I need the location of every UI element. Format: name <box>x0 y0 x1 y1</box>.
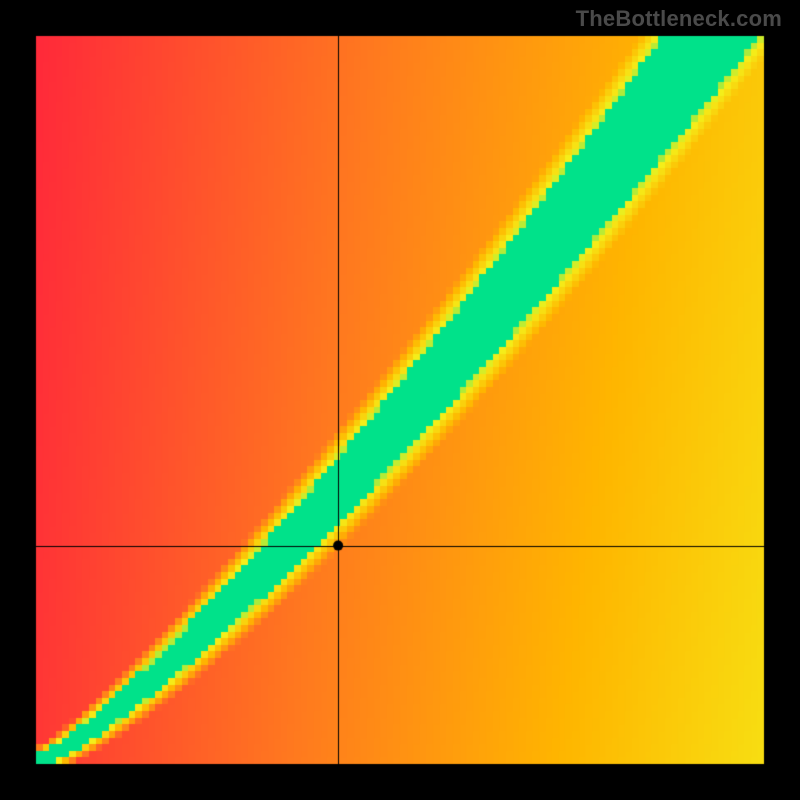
watermark-label: TheBottleneck.com <box>576 6 782 32</box>
bottleneck-heatmap <box>0 0 800 800</box>
chart-container: TheBottleneck.com <box>0 0 800 800</box>
